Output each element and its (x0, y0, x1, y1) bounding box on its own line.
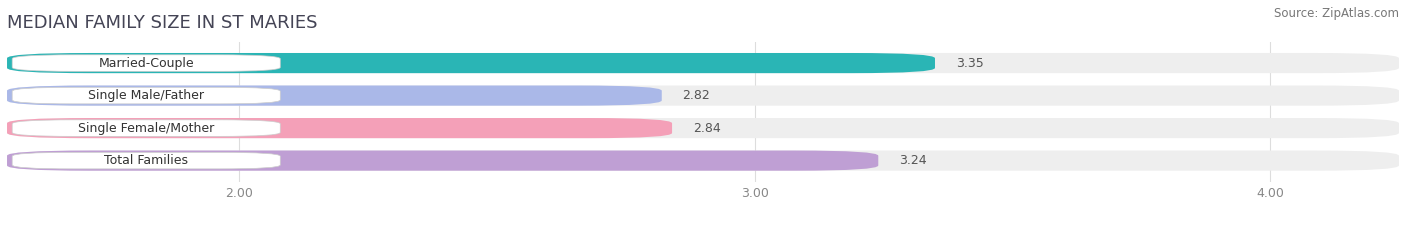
FancyBboxPatch shape (7, 151, 879, 171)
FancyBboxPatch shape (7, 86, 1399, 106)
FancyBboxPatch shape (7, 118, 1399, 138)
Text: Source: ZipAtlas.com: Source: ZipAtlas.com (1274, 7, 1399, 20)
FancyBboxPatch shape (13, 55, 280, 71)
FancyBboxPatch shape (13, 120, 280, 136)
FancyBboxPatch shape (7, 151, 1399, 171)
Text: Married-Couple: Married-Couple (98, 57, 194, 70)
Text: 2.82: 2.82 (682, 89, 710, 102)
Text: Total Families: Total Families (104, 154, 188, 167)
FancyBboxPatch shape (7, 118, 672, 138)
Text: MEDIAN FAMILY SIZE IN ST MARIES: MEDIAN FAMILY SIZE IN ST MARIES (7, 14, 318, 32)
Text: Single Female/Mother: Single Female/Mother (79, 122, 214, 135)
Text: 2.84: 2.84 (693, 122, 720, 135)
FancyBboxPatch shape (7, 86, 662, 106)
FancyBboxPatch shape (7, 53, 1399, 73)
Text: Single Male/Father: Single Male/Father (89, 89, 204, 102)
Text: 3.24: 3.24 (898, 154, 927, 167)
Text: 3.35: 3.35 (956, 57, 983, 70)
FancyBboxPatch shape (7, 53, 935, 73)
FancyBboxPatch shape (13, 87, 280, 104)
FancyBboxPatch shape (13, 152, 280, 169)
